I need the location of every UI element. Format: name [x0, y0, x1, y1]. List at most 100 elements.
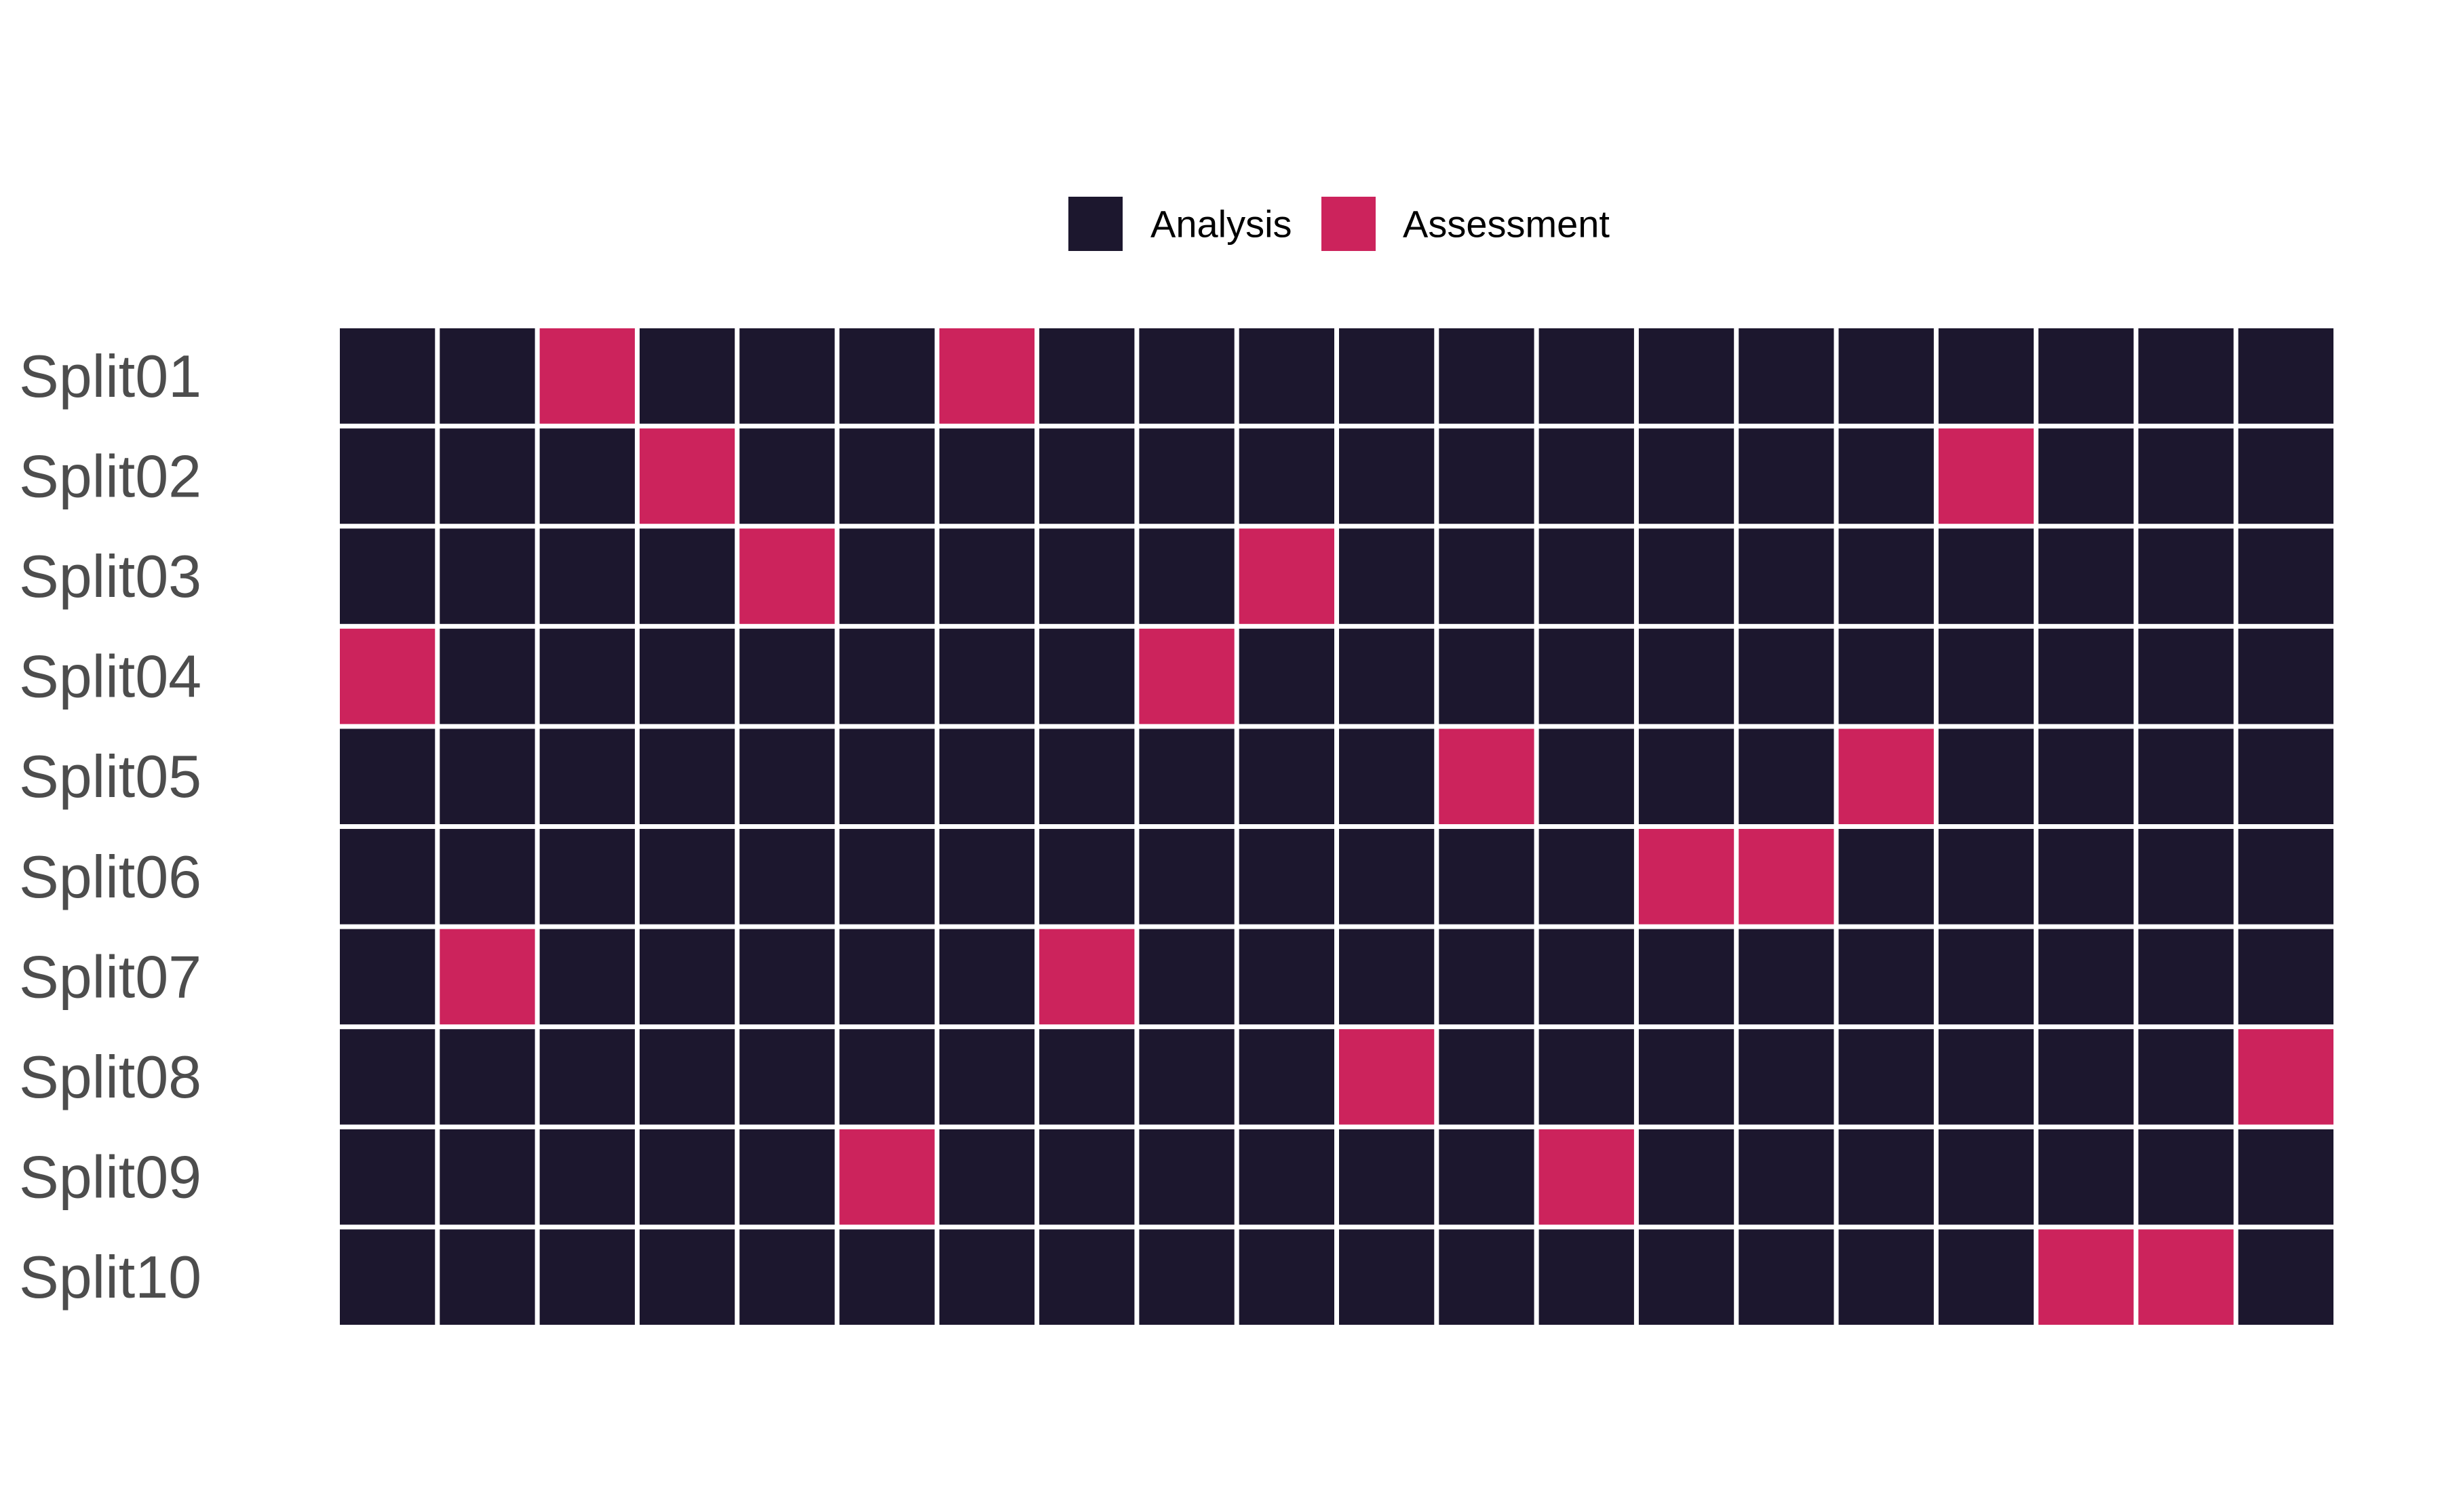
analysis-cell-split03-8: [1039, 528, 1135, 624]
analysis-cell-split05-9: [1139, 729, 1235, 824]
analysis-cell-split10-4: [639, 1229, 735, 1325]
analysis-cell-split06-10: [1239, 829, 1334, 925]
analysis-cell-split06-13: [1538, 829, 1634, 925]
analysis-cell-split01-12: [1439, 328, 1534, 424]
assessment-cell-split08-20: [2238, 1029, 2333, 1125]
analysis-cell-split05-1: [340, 729, 435, 824]
assessment-cell-split05-12: [1439, 729, 1534, 824]
analysis-cell-split10-5: [739, 1229, 835, 1325]
analysis-cell-split05-17: [1938, 729, 2034, 824]
assessment-cell-split04-1: [340, 628, 435, 724]
analysis-cell-split07-12: [1439, 929, 1534, 1025]
row-labels: Split01 Split02 Split03 Split04 Split05 Split…: [19, 343, 201, 1311]
analysis-cell-split04-18: [2038, 628, 2134, 724]
analysis-cell-split08-4: [639, 1029, 735, 1125]
analysis-cell-split06-20: [2238, 829, 2333, 925]
analysis-cell-split06-11: [1339, 829, 1435, 925]
analysis-cell-split09-16: [1838, 1129, 1934, 1225]
analysis-cell-split09-11: [1339, 1129, 1435, 1225]
analysis-cell-split02-2: [440, 428, 535, 524]
analysis-cell-split10-13: [1538, 1229, 1634, 1325]
analysis-cell-split07-15: [1739, 929, 1834, 1025]
analysis-cell-split04-16: [1838, 628, 1934, 724]
row-label-split03: Split03: [19, 543, 201, 610]
analysis-cell-split03-20: [2238, 528, 2333, 624]
analysis-cell-split06-9: [1139, 829, 1235, 925]
analysis-cell-split05-7: [939, 729, 1035, 824]
heatmap-cells: [340, 328, 2333, 1325]
analysis-cell-split08-16: [1838, 1029, 1934, 1125]
analysis-cell-split10-12: [1439, 1229, 1534, 1325]
analysis-cell-split01-8: [1039, 328, 1135, 424]
analysis-cell-split05-8: [1039, 729, 1135, 824]
analysis-cell-split10-9: [1139, 1229, 1235, 1325]
analysis-cell-split07-13: [1538, 929, 1634, 1025]
analysis-cell-split03-19: [2138, 528, 2234, 624]
analysis-cell-split03-3: [539, 528, 635, 624]
legend-swatch-analysis: [1068, 197, 1123, 251]
analysis-cell-split07-20: [2238, 929, 2333, 1025]
analysis-cell-split01-15: [1739, 328, 1834, 424]
analysis-cell-split10-16: [1838, 1229, 1934, 1325]
analysis-cell-split10-6: [839, 1229, 935, 1325]
assessment-cell-split10-18: [2038, 1229, 2134, 1325]
analysis-cell-split02-12: [1439, 428, 1534, 524]
analysis-cell-split02-6: [839, 428, 935, 524]
analysis-cell-split07-9: [1139, 929, 1235, 1025]
analysis-cell-split09-8: [1039, 1129, 1135, 1225]
analysis-cell-split01-5: [739, 328, 835, 424]
analysis-cell-split02-7: [939, 428, 1035, 524]
analysis-cell-split04-3: [539, 628, 635, 724]
analysis-cell-split08-6: [839, 1029, 935, 1125]
analysis-cell-split10-7: [939, 1229, 1035, 1325]
analysis-cell-split03-11: [1339, 528, 1435, 624]
analysis-cell-split06-12: [1439, 829, 1534, 925]
row-label-split01: Split01: [19, 343, 201, 410]
analysis-cell-split01-14: [1638, 328, 1734, 424]
row-label-split07: Split07: [19, 943, 201, 1010]
analysis-cell-split07-3: [539, 929, 635, 1025]
analysis-cell-split10-17: [1938, 1229, 2034, 1325]
analysis-cell-split02-1: [340, 428, 435, 524]
analysis-cell-split04-17: [1938, 628, 2034, 724]
analysis-cell-split03-7: [939, 528, 1035, 624]
analysis-cell-split10-1: [340, 1229, 435, 1325]
analysis-cell-split07-16: [1838, 929, 1934, 1025]
analysis-cell-split08-14: [1638, 1029, 1734, 1125]
analysis-cell-split08-18: [2038, 1029, 2134, 1125]
analysis-cell-split02-16: [1838, 428, 1934, 524]
analysis-cell-split01-18: [2038, 328, 2134, 424]
analysis-cell-split02-13: [1538, 428, 1634, 524]
analysis-cell-split09-5: [739, 1129, 835, 1225]
analysis-cell-split09-2: [440, 1129, 535, 1225]
analysis-cell-split08-17: [1938, 1029, 2034, 1125]
analysis-cell-split07-19: [2138, 929, 2234, 1025]
analysis-cell-split10-2: [440, 1229, 535, 1325]
analysis-cell-split08-2: [440, 1029, 535, 1125]
analysis-cell-split04-6: [839, 628, 935, 724]
analysis-cell-split02-5: [739, 428, 835, 524]
analysis-cell-split01-11: [1339, 328, 1435, 424]
analysis-cell-split03-6: [839, 528, 935, 624]
analysis-cell-split03-2: [440, 528, 535, 624]
analysis-cell-split09-18: [2038, 1129, 2134, 1225]
analysis-cell-split02-9: [1139, 428, 1235, 524]
assessment-cell-split01-7: [939, 328, 1035, 424]
analysis-cell-split06-18: [2038, 829, 2134, 925]
analysis-cell-split07-11: [1339, 929, 1435, 1025]
analysis-cell-split09-9: [1139, 1129, 1235, 1225]
analysis-cell-split02-19: [2138, 428, 2234, 524]
analysis-cell-split01-4: [639, 328, 735, 424]
analysis-cell-split07-1: [340, 929, 435, 1025]
analysis-cell-split02-20: [2238, 428, 2333, 524]
analysis-cell-split07-7: [939, 929, 1035, 1025]
analysis-cell-split09-20: [2238, 1129, 2333, 1225]
assessment-cell-split09-6: [839, 1129, 935, 1225]
analysis-cell-split08-9: [1139, 1029, 1235, 1125]
analysis-cell-split10-15: [1739, 1229, 1834, 1325]
analysis-cell-split08-13: [1538, 1029, 1634, 1125]
analysis-cell-split04-20: [2238, 628, 2333, 724]
analysis-cell-split06-19: [2138, 829, 2234, 925]
assessment-cell-split01-3: [539, 328, 635, 424]
